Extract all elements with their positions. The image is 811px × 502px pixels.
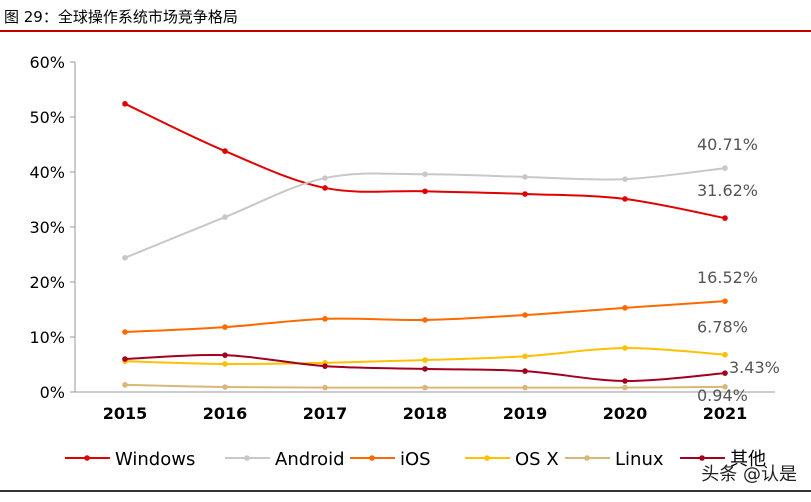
data-point: [622, 305, 628, 311]
series-line-Android: [124, 167, 726, 259]
data-point: [722, 165, 728, 171]
data-point: [522, 191, 528, 197]
data-point: [322, 185, 328, 191]
data-point: [622, 378, 628, 384]
end-label: 3.43%: [729, 358, 780, 377]
y-tick-label: 30%: [29, 218, 65, 237]
data-point: [222, 361, 228, 367]
x-tick-label: 2020: [603, 404, 648, 423]
data-point: [422, 357, 428, 363]
y-tick-label: 50%: [29, 108, 65, 127]
data-point: [722, 351, 728, 358]
end-label: 31.62%: [697, 181, 758, 200]
data-point: [522, 368, 528, 374]
data-point: [622, 176, 628, 182]
data-point: [522, 384, 528, 391]
y-tick-label: 60%: [29, 53, 65, 72]
data-point: [422, 188, 428, 195]
y-tick-label: 20%: [29, 273, 65, 292]
data-point: [622, 196, 628, 202]
data-point: [322, 316, 328, 322]
data-point: [122, 329, 128, 335]
data-point: [422, 384, 428, 391]
data-point: [322, 175, 328, 181]
data-point: [222, 148, 228, 154]
x-tick-label: 2018: [403, 404, 448, 423]
data-point: [322, 384, 328, 391]
data-point: [622, 345, 628, 351]
legend-marker: [584, 455, 590, 461]
data-point: [522, 312, 528, 318]
legend-label: Linux: [615, 449, 664, 470]
data-point: [622, 384, 628, 391]
series-line-iOS: [124, 300, 726, 334]
x-tick-label: 2016: [203, 404, 248, 423]
data-point: [522, 174, 528, 180]
data-point: [222, 214, 228, 220]
legend-marker: [244, 455, 250, 461]
data-point: [122, 382, 128, 388]
data-point: [422, 171, 428, 177]
end-label: 16.52%: [697, 268, 758, 287]
data-point: [722, 298, 728, 304]
end-label: 6.78%: [697, 318, 748, 337]
x-tick-label: 2019: [503, 404, 548, 423]
data-point: [722, 215, 728, 221]
legend-label: OS X: [515, 449, 559, 470]
y-tick-label: 10%: [29, 328, 65, 347]
data-point: [422, 366, 428, 372]
legend-label: iOS: [400, 449, 431, 470]
data-point: [122, 356, 128, 362]
data-point: [122, 254, 128, 261]
data-point: [722, 384, 728, 390]
end-label: 40.71%: [697, 135, 758, 154]
data-point: [422, 317, 428, 323]
data-point: [322, 363, 328, 369]
data-point: [222, 324, 228, 330]
x-tick-label: 2021: [703, 404, 748, 423]
legend-label: 其他: [730, 449, 766, 470]
data-point: [122, 101, 128, 107]
data-point: [222, 352, 228, 358]
data-point: [522, 353, 528, 360]
title-divider: [0, 30, 811, 32]
legend-marker: [699, 455, 705, 461]
legend-label: Windows: [115, 449, 195, 470]
data-point: [222, 384, 228, 390]
end-label: 0.94%: [697, 386, 748, 405]
legend-label: Android: [275, 449, 345, 470]
data-point: [722, 370, 728, 376]
series-line-Windows: [124, 102, 726, 220]
y-tick-label: 40%: [29, 163, 65, 182]
bottom-divider: [0, 490, 811, 492]
watermark: 头条 @认是: [701, 464, 797, 485]
chart-title: 图 29：全球操作系统市场竞争格局: [4, 8, 238, 26]
legend-marker: [369, 455, 375, 461]
x-tick-label: 2015: [103, 404, 148, 423]
y-tick-label: 0%: [40, 383, 65, 402]
legend-marker: [484, 455, 490, 461]
x-tick-label: 2017: [303, 404, 348, 423]
legend-marker: [84, 455, 90, 461]
